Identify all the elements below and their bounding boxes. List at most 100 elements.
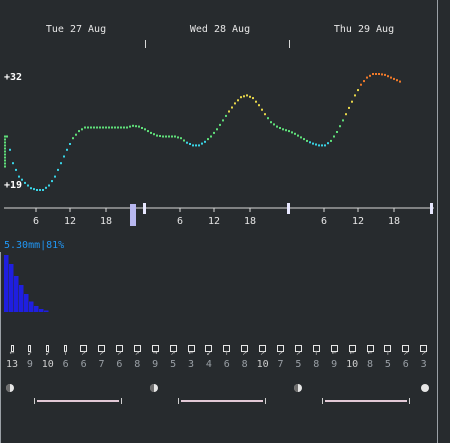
temperature-point	[27, 184, 29, 187]
wind-direction-arrow: ↙	[27, 348, 33, 357]
temperature-point	[327, 142, 329, 145]
hour-label: 6	[320, 216, 328, 227]
temperature-point	[96, 126, 98, 129]
wind-speed: 6	[402, 359, 409, 370]
temperature-point	[48, 184, 50, 187]
wind-direction-arrow: ←	[367, 348, 373, 357]
temperature-point	[294, 132, 296, 135]
temperature-point	[378, 73, 380, 75]
temperature-point	[72, 137, 74, 140]
temperature-point	[54, 175, 56, 178]
temperature-point	[180, 137, 182, 140]
temperature-point	[333, 135, 335, 138]
temperature-point	[300, 136, 302, 139]
day-label-3: Thu 29 Aug	[333, 24, 395, 35]
wind-gust-box	[345, 337, 359, 356]
temperature-point	[90, 126, 92, 129]
wind-gust-box	[399, 337, 413, 356]
wind-gust-box	[238, 337, 252, 356]
wind-speed: 3	[420, 359, 427, 370]
wind-gust-box	[130, 337, 144, 356]
precipitation-bar	[34, 306, 39, 312]
temperature-point	[33, 188, 35, 191]
daylight-bar	[37, 400, 119, 402]
temperature-point	[336, 131, 338, 133]
wind-direction-arrow: ↗	[278, 348, 283, 357]
temperature-point	[117, 126, 119, 129]
temp-max-label: +32	[4, 72, 23, 83]
temperature-point	[63, 155, 65, 158]
daylight-bar	[181, 400, 263, 402]
wind-gust-box	[202, 337, 216, 356]
temperature-point	[39, 189, 41, 191]
temperature-point	[330, 139, 332, 142]
precipitation-bars	[4, 255, 49, 312]
temperature-point	[201, 142, 203, 145]
wind-direction-arrow: ↑	[63, 348, 69, 357]
wind-gust-box	[41, 337, 55, 356]
left-border	[0, 252, 1, 443]
temperature-point	[387, 75, 389, 78]
precipitation-chart	[4, 255, 49, 312]
temperature-point	[351, 100, 353, 103]
day-label-1: Tue 27 Aug	[45, 24, 107, 35]
wind-direction-arrow: ↗	[134, 348, 140, 357]
temperature-point	[6, 135, 8, 138]
wind-gust-box	[112, 337, 126, 356]
wind-speed: 10	[346, 359, 359, 370]
precipitation-bar	[29, 301, 34, 312]
right-border	[437, 0, 438, 443]
precipitation-bar	[4, 255, 9, 312]
sunrise-tick	[322, 398, 323, 404]
temperature-point	[312, 142, 314, 145]
temperature-point	[4, 138, 6, 141]
temperature-point	[390, 76, 392, 79]
temperature-point	[114, 126, 116, 129]
temperature-point	[42, 189, 44, 191]
midnight-marker	[430, 203, 433, 214]
wind-speed: 9	[152, 359, 159, 370]
wind-speed: 10	[41, 359, 54, 370]
midnight-tick	[145, 40, 146, 48]
sunset-tick	[409, 398, 410, 404]
temperature-point	[15, 168, 17, 171]
temperature-point	[393, 77, 395, 80]
temperature-point	[12, 162, 14, 165]
temperature-point	[4, 159, 6, 162]
temperature-point	[165, 135, 167, 138]
wind-direction-arrow: ↗	[403, 348, 409, 357]
temperature-point	[36, 189, 38, 191]
temperature-point	[369, 74, 371, 77]
temperature-chart	[4, 73, 434, 226]
wind-gust-box	[184, 337, 198, 356]
temperature-point	[66, 148, 68, 151]
temperature-point	[93, 126, 95, 129]
temperature-point	[219, 123, 221, 126]
temperature-point	[141, 127, 143, 129]
wind-gust-box	[59, 337, 73, 356]
wind-direction-arrow: ↗	[295, 348, 301, 357]
wind-gust-box	[148, 337, 162, 356]
temperature-point	[4, 147, 6, 150]
temperature-point	[264, 113, 266, 116]
hour-label: 12	[207, 216, 221, 227]
wind-speed: 13	[5, 359, 19, 370]
temperature-point	[4, 156, 6, 159]
wind-gust-box	[166, 337, 180, 356]
temperature-point	[306, 139, 308, 142]
temperature-point	[270, 121, 272, 124]
temperature-point	[303, 138, 305, 141]
temperature-point	[291, 131, 293, 134]
temperature-point	[87, 126, 89, 129]
wind-boxes-row	[0, 337, 440, 352]
precipitation-bar	[14, 276, 19, 312]
temperature-series	[4, 73, 401, 191]
temperature-point	[123, 126, 125, 129]
moon-phase-icon	[421, 384, 429, 392]
temperature-point	[18, 175, 20, 178]
wind-direction-arrow: ↗	[116, 348, 122, 357]
wind-gust-box	[291, 337, 305, 356]
temperature-point	[4, 144, 6, 147]
wind-speed: 4	[205, 359, 212, 370]
hour-ticks	[35, 208, 395, 212]
